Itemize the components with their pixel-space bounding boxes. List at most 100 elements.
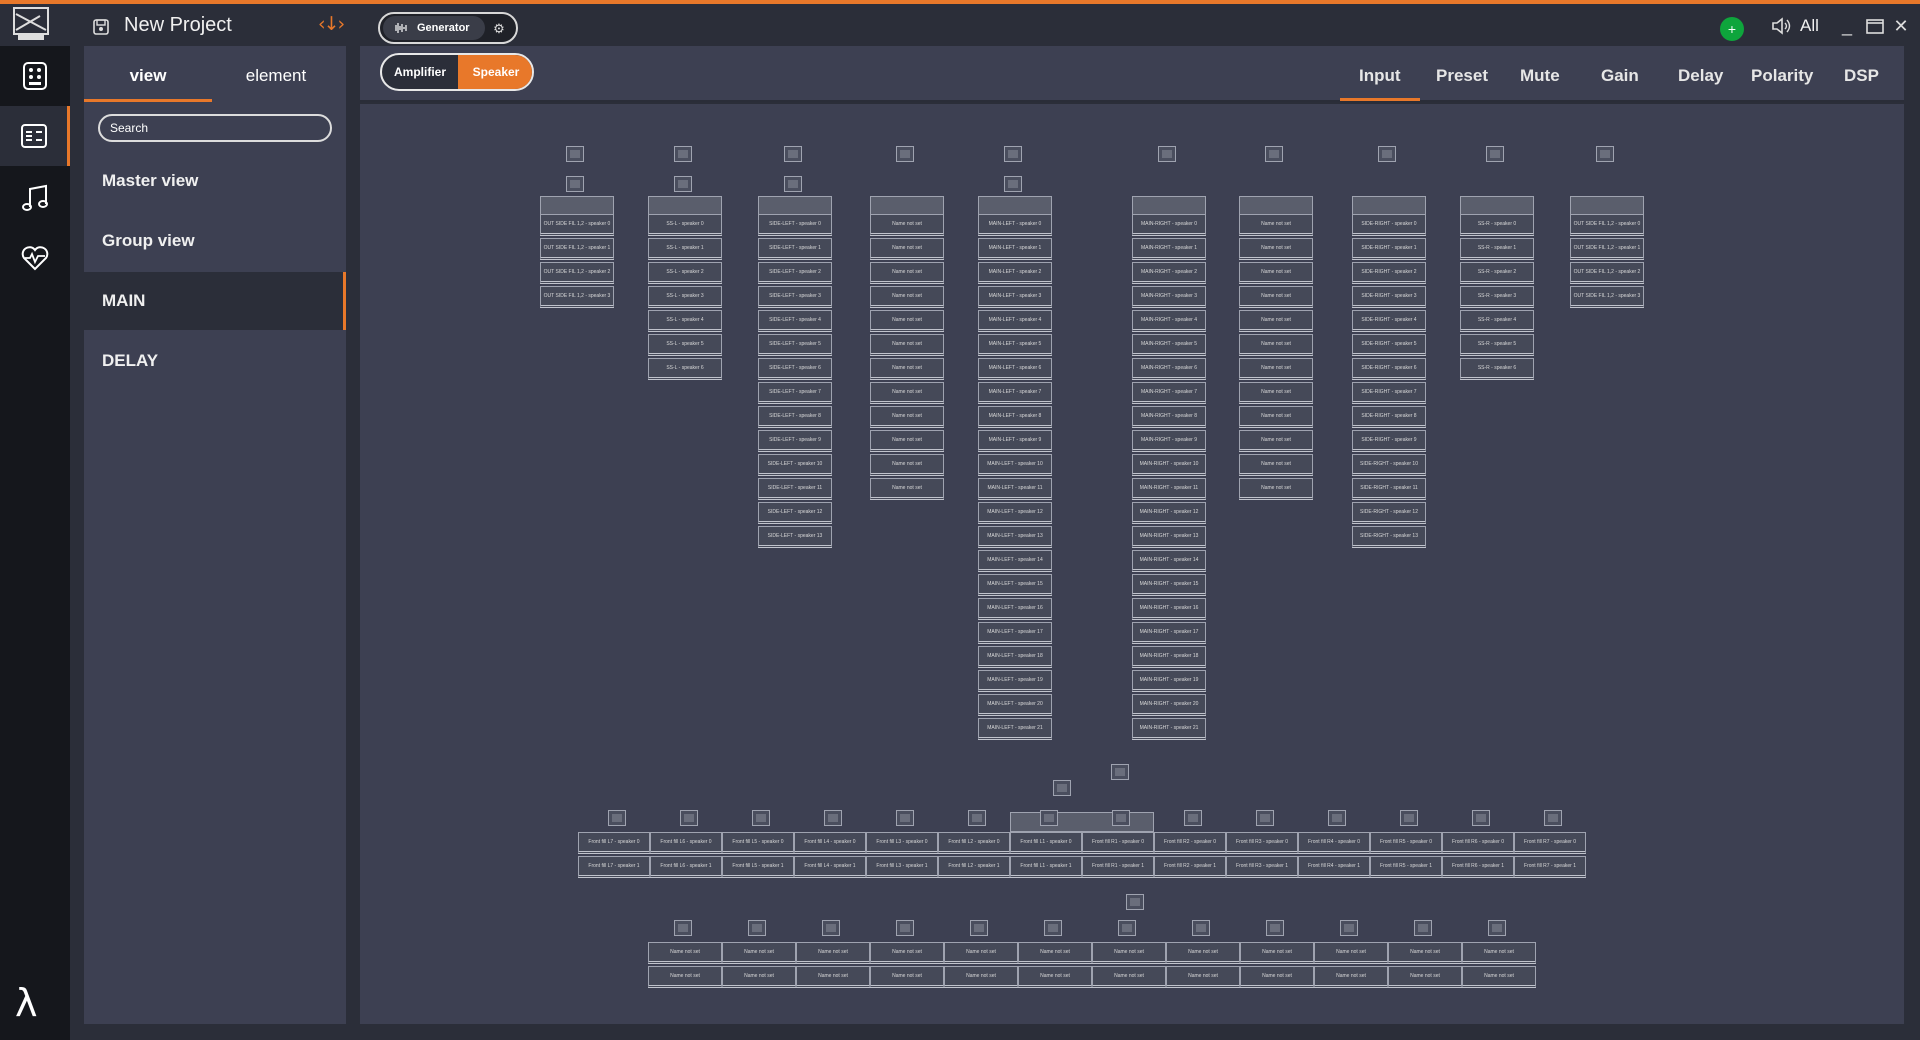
- speaker-volume-icon[interactable]: [1770, 15, 1794, 37]
- speaker-cell[interactable]: Name not set: [1092, 966, 1166, 988]
- speaker-head-icon[interactable]: [896, 920, 914, 936]
- speaker-cell[interactable]: OUT SIDE FIL 1,2 - speaker 1: [1570, 238, 1644, 260]
- speaker-cell[interactable]: Name not set: [870, 382, 944, 404]
- speaker-cell[interactable]: MAIN-RIGHT - speaker 16: [1132, 598, 1206, 620]
- speaker-cell[interactable]: SIDE-RIGHT - speaker 3: [1352, 286, 1426, 308]
- generator-button[interactable]: Generator: [383, 16, 485, 40]
- array-frame[interactable]: [978, 196, 1052, 216]
- speaker-head-icon[interactable]: [1192, 920, 1210, 936]
- speaker-cell[interactable]: OUT SIDE FIL 1,2 - speaker 2: [540, 262, 614, 284]
- speaker-cell[interactable]: MAIN-RIGHT - speaker 21: [1132, 718, 1206, 740]
- speaker-cell[interactable]: SIDE-RIGHT - speaker 4: [1352, 310, 1426, 332]
- side-item-delay[interactable]: DELAY: [102, 351, 159, 370]
- speaker-cell[interactable]: Name not set: [870, 478, 944, 500]
- speaker-head-icon[interactable]: [680, 810, 698, 826]
- speaker-cell[interactable]: SIDE-RIGHT - speaker 12: [1352, 502, 1426, 524]
- speaker-cell[interactable]: MAIN-LEFT - speaker 5: [978, 334, 1052, 356]
- array-frame[interactable]: [1570, 196, 1644, 216]
- speaker-cell[interactable]: MAIN-LEFT - speaker 10: [978, 454, 1052, 476]
- array-head-icon[interactable]: [784, 176, 802, 192]
- speaker-cell[interactable]: Front fill L5 - speaker 0: [722, 832, 794, 854]
- speaker-cell[interactable]: MAIN-RIGHT - speaker 11: [1132, 478, 1206, 500]
- rail-item-devices[interactable]: [0, 46, 70, 106]
- speaker-cell[interactable]: MAIN-LEFT - speaker 0: [978, 214, 1052, 236]
- speaker-cell[interactable]: MAIN-RIGHT - speaker 9: [1132, 430, 1206, 452]
- speaker-cell[interactable]: Front fill R6 - speaker 0: [1442, 832, 1514, 854]
- speaker-head-icon[interactable]: [1040, 810, 1058, 826]
- speaker-cell[interactable]: SS-R - speaker 3: [1460, 286, 1534, 308]
- speaker-cell[interactable]: Name not set: [870, 238, 944, 260]
- speaker-cell[interactable]: Front fill R1 - speaker 0: [1082, 832, 1154, 854]
- speaker-cell[interactable]: MAIN-RIGHT - speaker 18: [1132, 646, 1206, 668]
- speaker-head-icon[interactable]: [1488, 920, 1506, 936]
- speaker-cell[interactable]: SIDE-LEFT - speaker 0: [758, 214, 832, 236]
- tab-polarity[interactable]: Polarity: [1751, 66, 1814, 85]
- speaker-head-icon[interactable]: [1044, 920, 1062, 936]
- speaker-cell[interactable]: Name not set: [1018, 966, 1092, 988]
- speaker-cell[interactable]: Name not set: [870, 430, 944, 452]
- speaker-cell[interactable]: Name not set: [870, 214, 944, 236]
- side-item-group-view[interactable]: Group view: [102, 231, 195, 250]
- speaker-cell[interactable]: MAIN-RIGHT - speaker 12: [1132, 502, 1206, 524]
- array-frame[interactable]: [758, 196, 832, 216]
- speaker-head-icon[interactable]: [968, 810, 986, 826]
- speaker-cell[interactable]: Front fill L1 - speaker 0: [1010, 832, 1082, 854]
- speaker-cell[interactable]: SS-R - speaker 0: [1460, 214, 1534, 236]
- speaker-cell[interactable]: MAIN-RIGHT - speaker 6: [1132, 358, 1206, 380]
- speaker-head-icon[interactable]: [1184, 810, 1202, 826]
- speaker-cell[interactable]: MAIN-LEFT - speaker 13: [978, 526, 1052, 548]
- speaker-head-icon[interactable]: [1328, 810, 1346, 826]
- speaker-cell[interactable]: MAIN-RIGHT - speaker 13: [1132, 526, 1206, 548]
- tab-mute[interactable]: Mute: [1520, 66, 1560, 85]
- speaker-head-icon[interactable]: [752, 810, 770, 826]
- project-title[interactable]: New Project: [124, 14, 232, 36]
- speaker-cell[interactable]: Front fill R2 - speaker 0: [1154, 832, 1226, 854]
- speaker-cell[interactable]: SIDE-LEFT - speaker 3: [758, 286, 832, 308]
- speaker-cell[interactable]: MAIN-LEFT - speaker 12: [978, 502, 1052, 524]
- tab-gain[interactable]: Gain: [1601, 66, 1639, 85]
- speaker-cell[interactable]: Name not set: [1018, 942, 1092, 964]
- speaker-cell[interactable]: OUT SIDE FIL 1,2 - speaker 0: [1570, 214, 1644, 236]
- speaker-cell[interactable]: Name not set: [870, 358, 944, 380]
- speaker-head-icon[interactable]: [1118, 920, 1136, 936]
- speaker-cell[interactable]: Name not set: [1239, 382, 1313, 404]
- speaker-cell[interactable]: Name not set: [796, 966, 870, 988]
- side-item-main[interactable]: MAIN: [84, 272, 346, 330]
- speaker-head-icon[interactable]: [1266, 920, 1284, 936]
- speaker-cell[interactable]: Front fill R4 - speaker 1: [1298, 856, 1370, 878]
- speaker-cell[interactable]: MAIN-RIGHT - speaker 0: [1132, 214, 1206, 236]
- tab-delay[interactable]: Delay: [1678, 66, 1724, 85]
- speaker-cell[interactable]: MAIN-RIGHT - speaker 17: [1132, 622, 1206, 644]
- speaker-cell[interactable]: Name not set: [1166, 966, 1240, 988]
- speaker-cell[interactable]: MAIN-LEFT - speaker 6: [978, 358, 1052, 380]
- speaker-cell[interactable]: MAIN-RIGHT - speaker 15: [1132, 574, 1206, 596]
- speaker-cell[interactable]: Front fill L2 - speaker 0: [938, 832, 1010, 854]
- speaker-cell[interactable]: SIDE-LEFT - speaker 1: [758, 238, 832, 260]
- array-frame[interactable]: [540, 196, 614, 216]
- speaker-head-icon[interactable]: [674, 920, 692, 936]
- speaker-cell[interactable]: MAIN-LEFT - speaker 16: [978, 598, 1052, 620]
- array-head-icon[interactable]: [566, 146, 584, 162]
- speaker-cell[interactable]: Name not set: [870, 286, 944, 308]
- speaker-cell[interactable]: Name not set: [1092, 942, 1166, 964]
- close-icon[interactable]: ✕: [1893, 15, 1909, 36]
- front-fill-group-icon[interactable]: [1053, 780, 1071, 796]
- speaker-cell[interactable]: MAIN-RIGHT - speaker 4: [1132, 310, 1206, 332]
- speaker-cell[interactable]: Front fill R3 - speaker 1: [1226, 856, 1298, 878]
- speaker-cell[interactable]: SIDE-RIGHT - speaker 6: [1352, 358, 1426, 380]
- speaker-cell[interactable]: Name not set: [1239, 286, 1313, 308]
- tab-input[interactable]: Input: [1359, 66, 1401, 85]
- speaker-cell[interactable]: SIDE-RIGHT - speaker 10: [1352, 454, 1426, 476]
- speaker-cell[interactable]: MAIN-RIGHT - speaker 5: [1132, 334, 1206, 356]
- front-fill-group-icon[interactable]: [1111, 764, 1129, 780]
- speaker-cell[interactable]: Name not set: [870, 262, 944, 284]
- speaker-cell[interactable]: SIDE-LEFT - speaker 5: [758, 334, 832, 356]
- speaker-head-icon[interactable]: [896, 810, 914, 826]
- speaker-cell[interactable]: Front fill R6 - speaker 1: [1442, 856, 1514, 878]
- speaker-cell[interactable]: Name not set: [870, 310, 944, 332]
- speaker-head-icon[interactable]: [1544, 810, 1562, 826]
- speaker-cell[interactable]: Name not set: [1239, 310, 1313, 332]
- toggle-speaker[interactable]: Speaker: [458, 55, 532, 89]
- speaker-cell[interactable]: MAIN-LEFT - speaker 8: [978, 406, 1052, 428]
- speaker-cell[interactable]: Name not set: [1239, 478, 1313, 500]
